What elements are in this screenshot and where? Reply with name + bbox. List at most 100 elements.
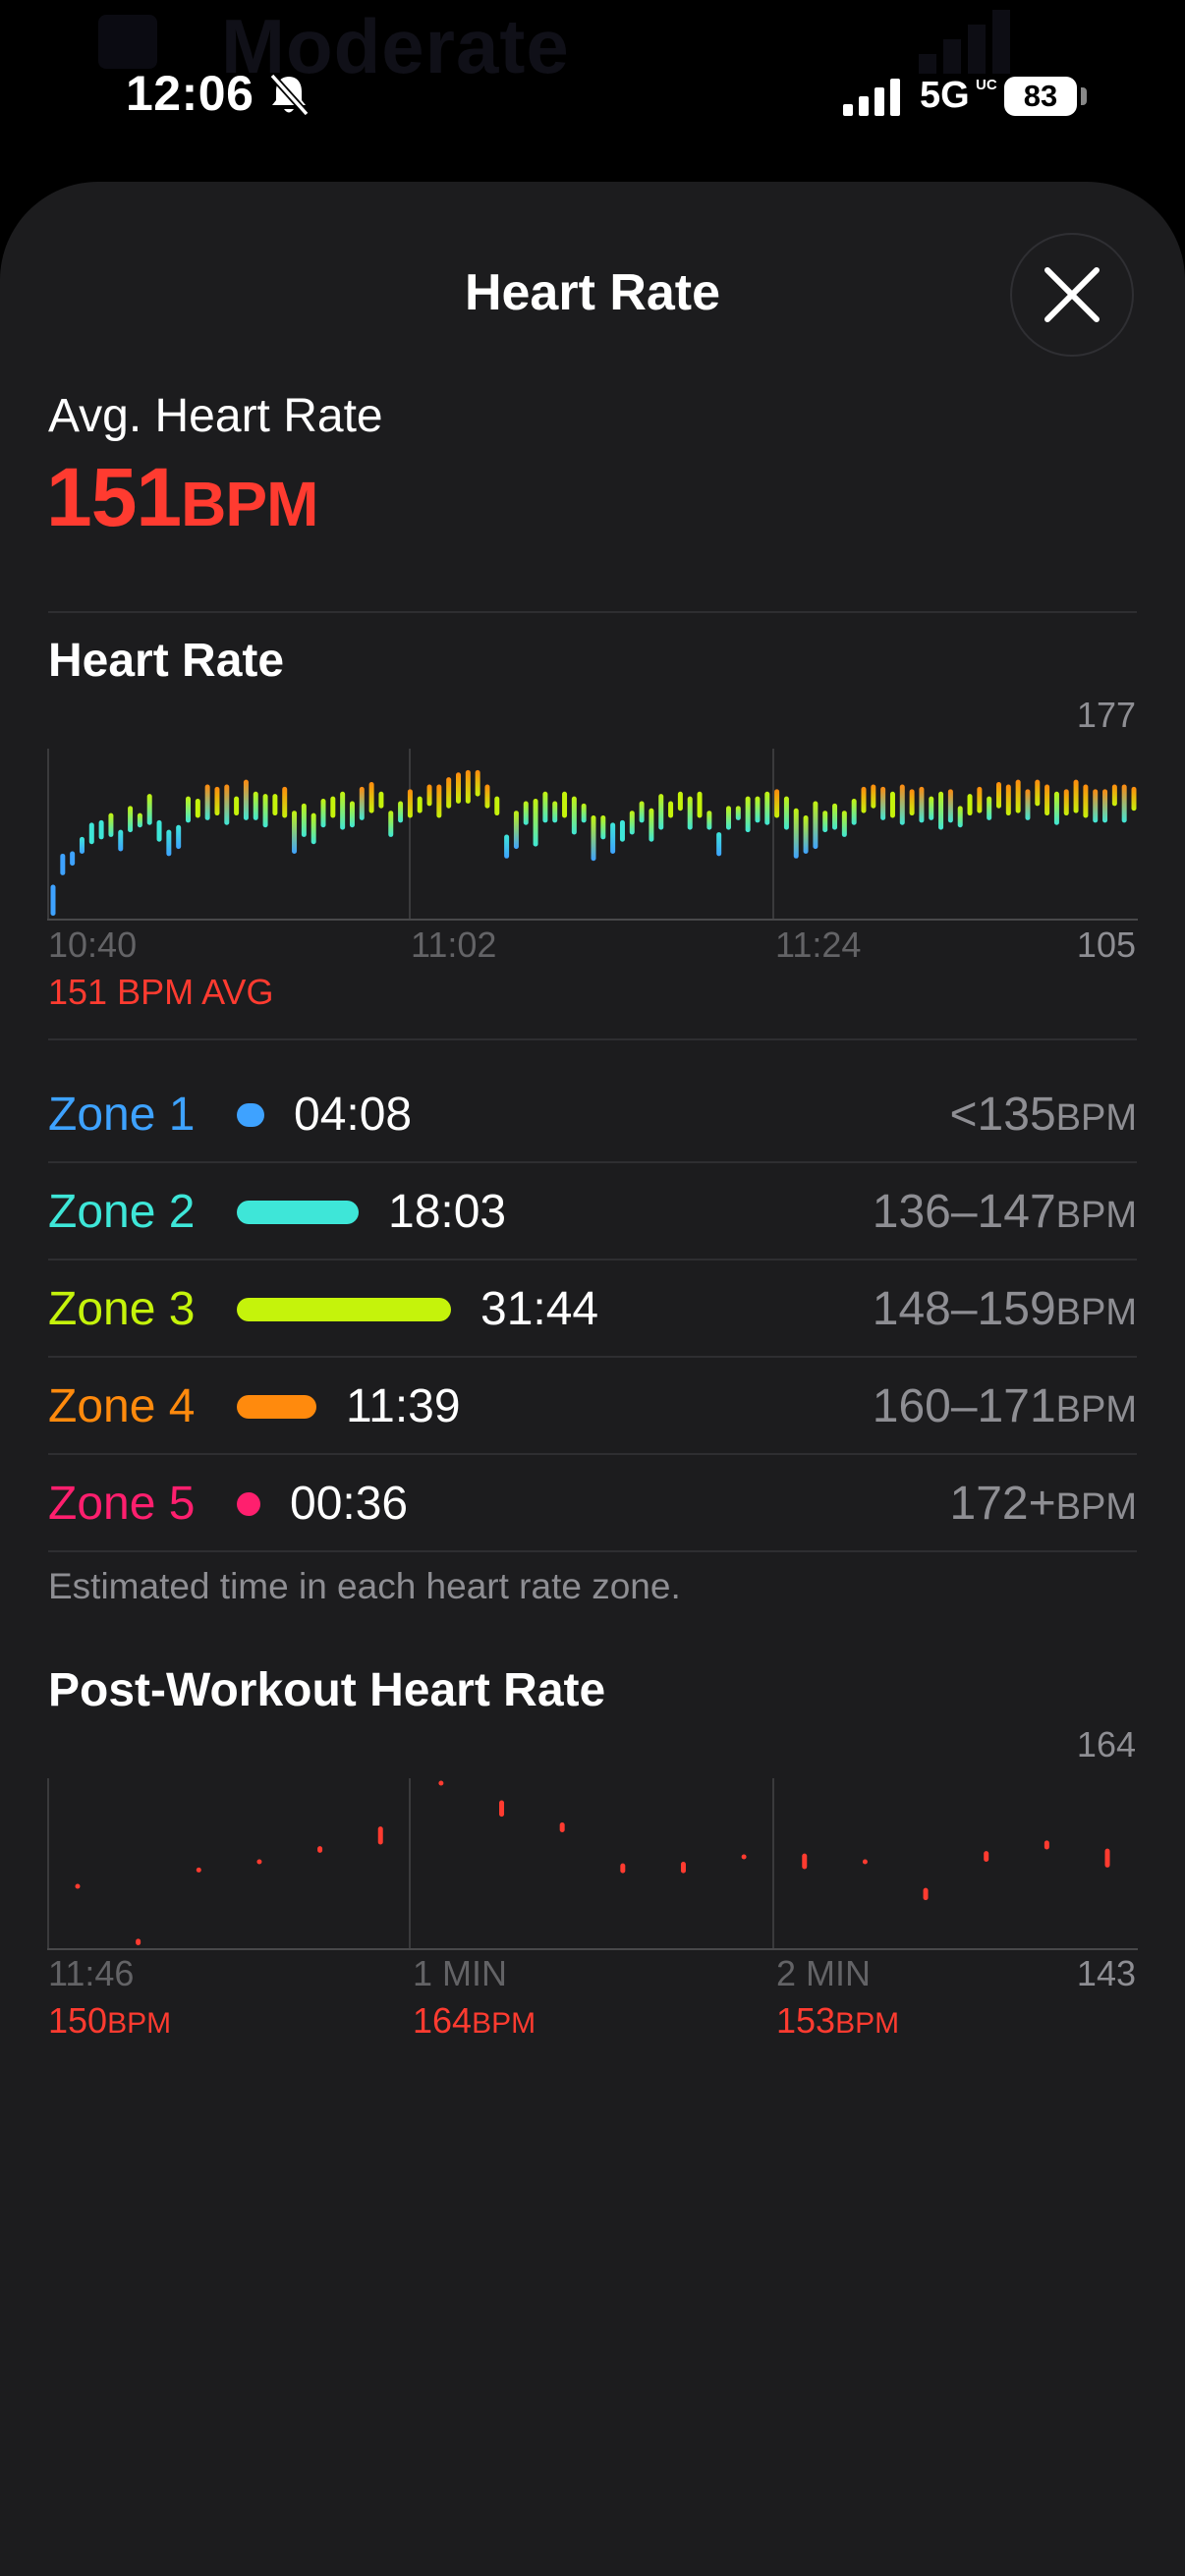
- reading-value: 150: [48, 2000, 108, 2041]
- hr-bar: [253, 791, 258, 820]
- divider: [48, 1356, 1137, 1358]
- post-workout-bar: [75, 1883, 81, 1889]
- reading-unit: BPM: [835, 2007, 900, 2040]
- hr-bar: [880, 786, 886, 820]
- zone-duration-bar: [237, 1492, 260, 1516]
- hr-bar: [398, 801, 404, 823]
- avg-value-number: 151: [46, 451, 182, 543]
- hr-bar: [1131, 786, 1137, 812]
- zone-range-value: 172+: [949, 1478, 1056, 1530]
- post-workout-bar: [1104, 1848, 1110, 1868]
- battery-level: 83: [1023, 79, 1058, 113]
- hr-bar: [909, 789, 915, 816]
- zone-time: 11:39: [346, 1380, 461, 1432]
- hr-bar: [938, 791, 944, 830]
- zone-range: 172+BPM: [950, 1477, 1137, 1531]
- hr-bar: [262, 794, 268, 828]
- battery-cap: [1081, 87, 1087, 105]
- hr-bar: [697, 791, 703, 818]
- hr-bar: [706, 811, 712, 830]
- background-activity-icon: [98, 15, 157, 69]
- zone-row: Zone 4 11:39 160–171BPM: [48, 1358, 1137, 1455]
- zone-range-unit: BPM: [1055, 1486, 1137, 1528]
- heart-rate-section-title: Heart Rate: [48, 635, 285, 687]
- hr-bar: [292, 811, 298, 854]
- hr-bar: [446, 777, 452, 809]
- sheet-title: Heart Rate: [464, 264, 721, 321]
- hr-x-tick: 11:02: [411, 924, 497, 965]
- zone-duration-bar: [237, 1298, 451, 1321]
- hr-bar: [456, 772, 461, 804]
- post-workout-bar: [438, 1780, 444, 1786]
- hr-bar: [204, 784, 210, 820]
- reading-unit: BPM: [107, 2007, 172, 2040]
- hr-bar: [996, 782, 1001, 809]
- hr-bar: [977, 786, 983, 813]
- hr-bar: [156, 819, 162, 842]
- zone-time: 31:44: [480, 1283, 599, 1335]
- divider: [48, 1453, 1137, 1455]
- heart-rate-sheet: [0, 182, 1185, 2576]
- post-workout-bar: [559, 1822, 565, 1832]
- post-workout-bar: [923, 1887, 929, 1901]
- hr-bar: [118, 829, 124, 852]
- divider: [48, 1550, 1137, 1552]
- status-time: 12:06: [126, 66, 254, 121]
- zone-range-value: 136–147: [872, 1186, 1056, 1238]
- pw-x-tick: 2 MIN: [776, 1953, 872, 1993]
- hr-bar: [128, 806, 134, 833]
- hr-bar: [639, 801, 645, 823]
- hr-bar: [388, 811, 394, 837]
- reading-value: 164: [413, 2000, 473, 2041]
- hr-bar: [871, 784, 876, 809]
- zone-name: Zone 1: [48, 1089, 196, 1141]
- hr-bar: [591, 815, 596, 862]
- hr-bar: [957, 806, 963, 828]
- hr-bar: [581, 803, 587, 823]
- heart-rate-y-max: 177: [1076, 695, 1136, 735]
- post-workout-bar: [499, 1800, 505, 1818]
- hr-bar: [70, 851, 76, 867]
- status-bar: Moderate 12:06 5G UC 83: [0, 0, 1185, 182]
- hr-bar: [687, 796, 693, 830]
- hr-bar: [552, 801, 558, 823]
- network-badge: UC: [976, 77, 997, 93]
- zone-range: 136–147BPM: [873, 1185, 1137, 1239]
- hr-bar: [1035, 779, 1041, 807]
- hr-bar: [726, 806, 731, 830]
- post-workout-reading: 150BPM: [48, 2000, 171, 2042]
- hr-bar: [359, 786, 365, 820]
- hr-bar: [340, 791, 346, 830]
- hr-bar: [735, 806, 741, 820]
- hr-bar: [523, 801, 529, 825]
- avg-value-unit: BPM: [181, 469, 318, 539]
- zone-range-value: 148–159: [872, 1283, 1056, 1335]
- zone-range-value: <135: [949, 1089, 1056, 1141]
- hr-bar: [513, 811, 519, 850]
- hr-bar: [60, 853, 66, 875]
- hr-bar: [716, 832, 722, 857]
- post-workout-section-title: Post-Workout Heart Rate: [48, 1664, 606, 1716]
- hr-bar: [79, 836, 85, 854]
- hr-bar: [1025, 789, 1031, 820]
- hr-bar: [919, 786, 925, 823]
- hr-bar: [1102, 789, 1108, 823]
- zone-duration-bar: [237, 1201, 359, 1224]
- zone-name: Zone 5: [48, 1478, 196, 1530]
- hr-bar: [987, 796, 992, 820]
- hr-bar: [484, 784, 490, 809]
- zone-name: Zone 2: [48, 1186, 196, 1238]
- hr-bar: [745, 796, 751, 833]
- post-workout-chart: [47, 1778, 1138, 1950]
- zone-range-unit: BPM: [1055, 1292, 1137, 1333]
- heart-rate-chart: [47, 749, 1138, 921]
- hr-bar: [562, 791, 568, 818]
- close-button[interactable]: [1010, 233, 1134, 357]
- hr-bar: [619, 819, 625, 842]
- post-workout-bar: [620, 1863, 626, 1874]
- post-workout-bar: [196, 1867, 201, 1873]
- heart-rate-avg-note: 151 BPM AVG: [48, 972, 274, 1012]
- hr-bar: [610, 822, 616, 854]
- zone-row: Zone 3 31:44 148–159BPM: [48, 1260, 1137, 1358]
- zone-range-value: 160–171: [872, 1380, 1056, 1432]
